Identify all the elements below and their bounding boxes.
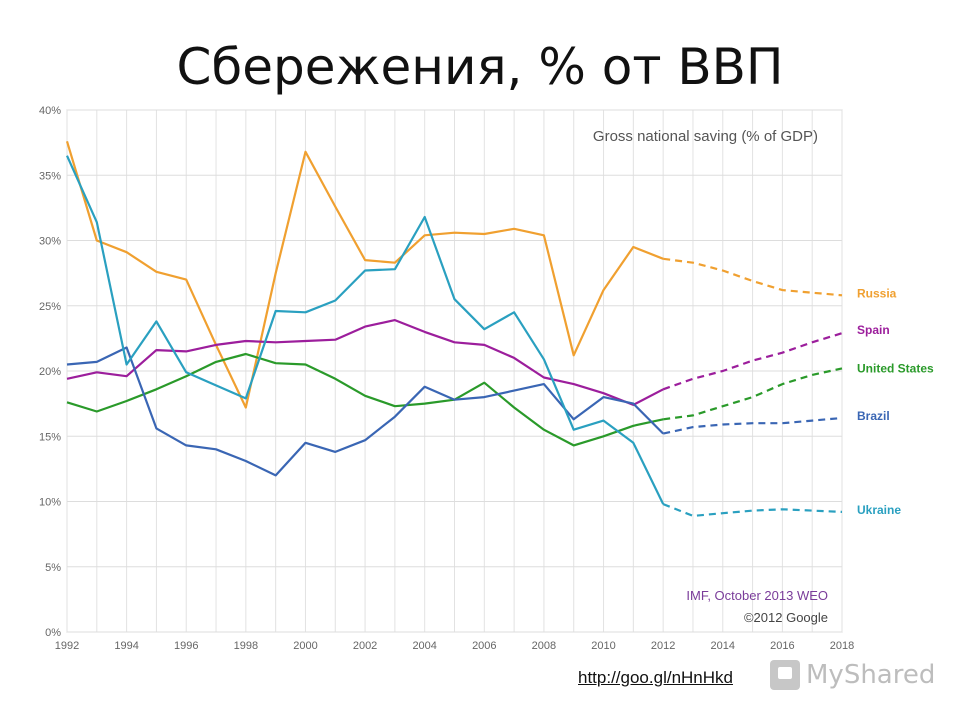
x-tick-label: 1994 [114,640,138,652]
series-label-ukraine: Ukraine [857,503,901,517]
x-tick-label: 2012 [651,640,675,652]
x-tick-label: 2016 [770,640,794,652]
y-tick-label: 15% [39,431,61,443]
line-chart: 0% 5% 10% 15% 20% 25% 30% 35% 40% 1992 1994 1996 199… [39,105,934,652]
x-tick-label: 2008 [532,640,556,652]
x-tick-label: 2000 [293,640,317,652]
watermark-text: MyShared [806,660,936,690]
y-tick-label: 20% [39,366,61,378]
x-tick-label: 2004 [412,640,436,652]
chart-series-labels: Russia Spain United States Brazil Ukraine [857,286,934,517]
watermark: MyShared [770,655,935,695]
chart-series [65,140,843,518]
x-tick-label: 2006 [472,640,496,652]
chart-credit-google: ©2012 Google [744,610,828,625]
series-label-brazil: Brazil [857,409,890,423]
x-tick-label: 2002 [353,640,377,652]
x-tick-label: 1998 [234,640,258,652]
y-tick-label: 35% [39,170,61,182]
series-projection-russia [663,257,843,297]
series-label-russia: Russia [857,286,897,300]
x-tick-label: 1992 [55,640,79,652]
chart-axes: 0% 5% 10% 15% 20% 25% 30% 35% 40% 1992 1994 1996 199… [39,105,854,652]
series-label-united-states: United States [857,361,934,375]
x-tick-label: 2018 [830,640,854,652]
series-projection-united-states [663,367,843,421]
x-tick-label: 2010 [591,640,615,652]
watermark-logo-icon [770,660,800,690]
y-tick-label: 30% [39,236,61,248]
series-line-ukraine [65,155,665,505]
slide-title: Сбережения, % от ВВП [176,38,784,96]
y-tick-label: 0% [45,627,61,639]
series-line-united-states [66,352,664,447]
y-tick-label: 25% [39,301,61,313]
y-tick-label: 10% [39,497,61,509]
x-tick-label: 2014 [711,640,735,652]
series-projection-brazil [662,416,843,435]
series-line-russia [65,140,664,409]
series-projection-spain [662,332,843,391]
series-line-spain [66,319,664,406]
source-link[interactable]: http://goo.gl/nHnHkd [578,668,733,687]
series-label-spain: Spain [857,323,890,337]
y-tick-label: 40% [39,105,61,117]
y-tick-label: 5% [45,562,61,574]
chart-title: Gross national saving (% of GDP) [593,128,818,145]
x-tick-label: 1996 [174,640,198,652]
chart-credit-weo: IMF, October 2013 WEO [686,588,828,603]
